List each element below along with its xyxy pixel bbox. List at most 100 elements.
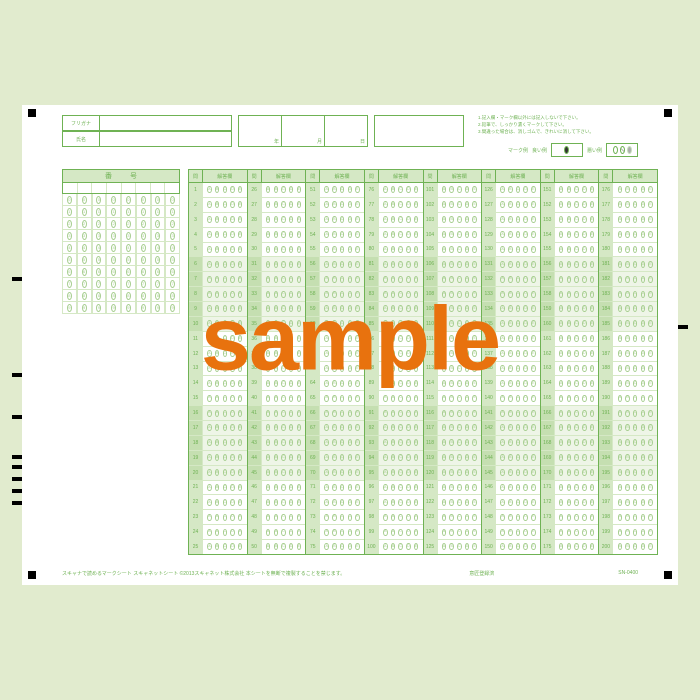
answer-bubble[interactable]: A bbox=[324, 216, 329, 223]
answer-bubble[interactable]: B bbox=[508, 320, 513, 327]
answer-bubble[interactable]: D bbox=[523, 186, 528, 193]
answer-bubble[interactable]: C bbox=[398, 380, 403, 387]
answer-bubble[interactable]: A bbox=[383, 469, 388, 476]
answer-bubble[interactable]: C bbox=[574, 231, 579, 238]
answer-bubble[interactable]: C bbox=[223, 291, 228, 298]
answer-bubble[interactable]: A bbox=[500, 543, 505, 550]
answer-bubble[interactable]: C bbox=[574, 305, 579, 312]
answer-bubble[interactable]: E bbox=[531, 410, 536, 417]
answer-bubble[interactable]: A bbox=[324, 410, 329, 417]
answer-bubble[interactable]: C bbox=[516, 499, 521, 506]
answer-bubble[interactable]: B bbox=[215, 291, 220, 298]
answer-bubble[interactable]: B bbox=[567, 246, 572, 253]
answer-bubble[interactable]: C bbox=[457, 543, 462, 550]
answer-bubble[interactable]: A bbox=[266, 395, 271, 402]
answer-bubble[interactable]: E bbox=[472, 231, 477, 238]
answer-bubble[interactable]: C bbox=[457, 276, 462, 283]
answer-bubble[interactable]: B bbox=[274, 514, 279, 521]
answer-bubble[interactable]: E bbox=[472, 291, 477, 298]
answer-bubble[interactable]: E bbox=[648, 231, 653, 238]
answer-bubble[interactable]: D bbox=[348, 469, 353, 476]
answer-bubble[interactable]: A bbox=[324, 201, 329, 208]
answer-bubble[interactable]: C bbox=[457, 201, 462, 208]
id-bubble[interactable]: 0 bbox=[96, 196, 101, 204]
answer-bubble[interactable]: B bbox=[508, 261, 513, 268]
answer-bubble[interactable]: D bbox=[348, 246, 353, 253]
id-bubble[interactable]: 3 bbox=[141, 232, 146, 240]
answer-bubble[interactable]: B bbox=[391, 529, 396, 536]
answer-bubble[interactable]: B bbox=[567, 499, 572, 506]
id-bubble[interactable]: 1 bbox=[96, 208, 101, 216]
id-bubble[interactable]: 6 bbox=[141, 268, 146, 276]
id-write-row[interactable] bbox=[62, 183, 180, 194]
id-bubble[interactable]: 1 bbox=[126, 208, 131, 216]
answer-bubble[interactable]: A bbox=[383, 291, 388, 298]
answer-bubble[interactable]: C bbox=[223, 454, 228, 461]
answer-bubble[interactable]: D bbox=[582, 305, 587, 312]
answer-bubble[interactable]: B bbox=[449, 216, 454, 223]
answer-bubble[interactable]: C bbox=[633, 514, 638, 521]
answer-bubble[interactable]: E bbox=[297, 246, 302, 253]
answer-bubble[interactable]: D bbox=[406, 543, 411, 550]
answer-bubble[interactable]: D bbox=[230, 365, 235, 372]
answer-bubble[interactable]: C bbox=[340, 439, 345, 446]
answer-bubble[interactable]: D bbox=[465, 543, 470, 550]
answer-bubble[interactable]: E bbox=[472, 439, 477, 446]
answer-bubble[interactable]: B bbox=[391, 439, 396, 446]
answer-bubble[interactable]: D bbox=[348, 410, 353, 417]
answer-bubble[interactable]: A bbox=[266, 439, 271, 446]
id-bubble[interactable]: 6 bbox=[67, 268, 72, 276]
answer-bubble[interactable]: E bbox=[238, 201, 243, 208]
answer-bubble[interactable]: E bbox=[531, 276, 536, 283]
answer-bubble[interactable]: E bbox=[531, 499, 536, 506]
answer-bubble[interactable]: E bbox=[590, 305, 595, 312]
answer-bubble[interactable]: C bbox=[457, 424, 462, 431]
answer-bubble[interactable]: A bbox=[207, 499, 212, 506]
answer-bubble[interactable]: E bbox=[472, 380, 477, 387]
answer-bubble[interactable]: D bbox=[289, 186, 294, 193]
answer-bubble[interactable]: E bbox=[590, 216, 595, 223]
answer-bubble[interactable]: A bbox=[383, 201, 388, 208]
answer-bubble[interactable]: A bbox=[500, 514, 505, 521]
answer-bubble[interactable]: D bbox=[230, 231, 235, 238]
answer-bubble[interactable]: B bbox=[508, 543, 513, 550]
answer-bubble[interactable]: A bbox=[324, 305, 329, 312]
answer-bubble[interactable]: C bbox=[281, 424, 286, 431]
answer-bubble[interactable]: D bbox=[641, 529, 646, 536]
answer-bubble[interactable]: E bbox=[238, 350, 243, 357]
answer-bubble[interactable]: C bbox=[223, 276, 228, 283]
answer-bubble[interactable]: E bbox=[297, 320, 302, 327]
id-bubble[interactable]: 0 bbox=[141, 196, 146, 204]
answer-bubble[interactable]: C bbox=[516, 365, 521, 372]
answer-bubble[interactable]: A bbox=[207, 216, 212, 223]
answer-bubble[interactable]: B bbox=[332, 484, 337, 491]
answer-bubble[interactable]: E bbox=[531, 320, 536, 327]
answer-bubble[interactable]: A bbox=[383, 186, 388, 193]
answer-bubble[interactable]: A bbox=[442, 424, 447, 431]
answer-bubble[interactable]: B bbox=[449, 186, 454, 193]
answer-bubble[interactable]: D bbox=[582, 335, 587, 342]
answer-bubble[interactable]: E bbox=[648, 395, 653, 402]
answer-bubble[interactable]: C bbox=[223, 424, 228, 431]
answer-bubble[interactable]: C bbox=[398, 305, 403, 312]
id-bubble[interactable]: 6 bbox=[170, 268, 175, 276]
answer-bubble[interactable]: C bbox=[516, 305, 521, 312]
id-bubble[interactable]: 8 bbox=[67, 292, 72, 300]
answer-bubble[interactable]: D bbox=[523, 484, 528, 491]
answer-bubble[interactable]: E bbox=[531, 365, 536, 372]
answer-bubble[interactable]: B bbox=[625, 469, 630, 476]
answer-bubble[interactable]: E bbox=[531, 543, 536, 550]
answer-bubble[interactable]: A bbox=[324, 261, 329, 268]
answer-bubble[interactable]: A bbox=[618, 276, 623, 283]
answer-bubble[interactable]: C bbox=[457, 186, 462, 193]
id-bubble[interactable]: 2 bbox=[96, 220, 101, 228]
answer-bubble[interactable]: E bbox=[297, 201, 302, 208]
answer-bubble[interactable]: A bbox=[442, 395, 447, 402]
answer-bubble[interactable]: E bbox=[590, 484, 595, 491]
answer-bubble[interactable]: C bbox=[281, 276, 286, 283]
answer-bubble[interactable]: C bbox=[340, 514, 345, 521]
answer-bubble[interactable]: C bbox=[516, 246, 521, 253]
answer-bubble[interactable]: E bbox=[355, 454, 360, 461]
answer-bubble[interactable]: C bbox=[516, 231, 521, 238]
answer-bubble[interactable]: E bbox=[648, 365, 653, 372]
